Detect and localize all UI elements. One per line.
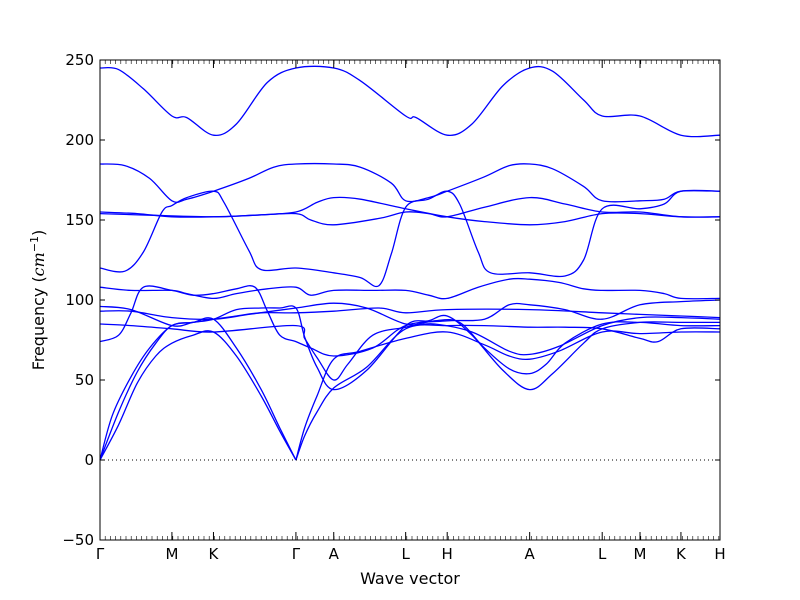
band-line-11 bbox=[99, 305, 720, 461]
band-line-5 bbox=[99, 189, 721, 288]
y-axis-label: Frequency (cm−1) bbox=[28, 230, 48, 371]
y-axis-label-unit: cm bbox=[29, 252, 48, 276]
x-axis-label: Wave vector bbox=[360, 569, 460, 588]
x-tick-label: L bbox=[401, 545, 410, 563]
band-line-12 bbox=[99, 330, 297, 461]
x-tick-label: M bbox=[165, 545, 178, 563]
band-line-9 bbox=[99, 302, 721, 356]
y-axis-ticks: −50 0 50 100 150 200 250 bbox=[62, 51, 720, 549]
x-tick-label: M bbox=[634, 545, 647, 563]
band-line-6 bbox=[99, 277, 721, 300]
x-tick-label: K bbox=[209, 545, 220, 563]
band-line-1 bbox=[99, 65, 721, 138]
band-line-15 bbox=[295, 324, 721, 461]
x-tick-label: H bbox=[442, 545, 453, 563]
x-axis-minor-ticks bbox=[99, 60, 720, 540]
y-axis-label-close: ) bbox=[29, 230, 48, 236]
x-tick-label: Γ bbox=[292, 545, 301, 563]
x-tick-label: A bbox=[525, 545, 536, 563]
y-tick-label: 50 bbox=[75, 371, 94, 389]
band-line-14 bbox=[295, 330, 721, 461]
x-tick-label: K bbox=[676, 545, 687, 563]
y-axis-label-text: Frequency ( bbox=[29, 276, 48, 370]
y-tick-label: 200 bbox=[65, 131, 94, 149]
band-line-2 bbox=[99, 162, 721, 203]
band-lines bbox=[99, 65, 721, 461]
y-tick-label: 250 bbox=[65, 51, 94, 69]
band-line-8 bbox=[99, 305, 721, 327]
y-tick-label: 0 bbox=[84, 451, 94, 469]
y-axis-label-exponent: −1 bbox=[28, 236, 41, 252]
x-tick-label: H bbox=[714, 545, 725, 563]
band-line-13 bbox=[99, 317, 297, 461]
x-tick-label: Γ bbox=[96, 545, 105, 563]
plot-frame bbox=[99, 59, 721, 541]
x-tick-label: A bbox=[329, 545, 340, 563]
y-tick-label: 100 bbox=[65, 291, 94, 309]
band-line-4 bbox=[99, 196, 721, 226]
band-line-7 bbox=[99, 285, 721, 357]
band-line-10 bbox=[99, 318, 721, 381]
x-tick-label: L bbox=[598, 545, 607, 563]
y-tick-label: −50 bbox=[62, 531, 94, 549]
y-tick-label: 150 bbox=[65, 211, 94, 229]
